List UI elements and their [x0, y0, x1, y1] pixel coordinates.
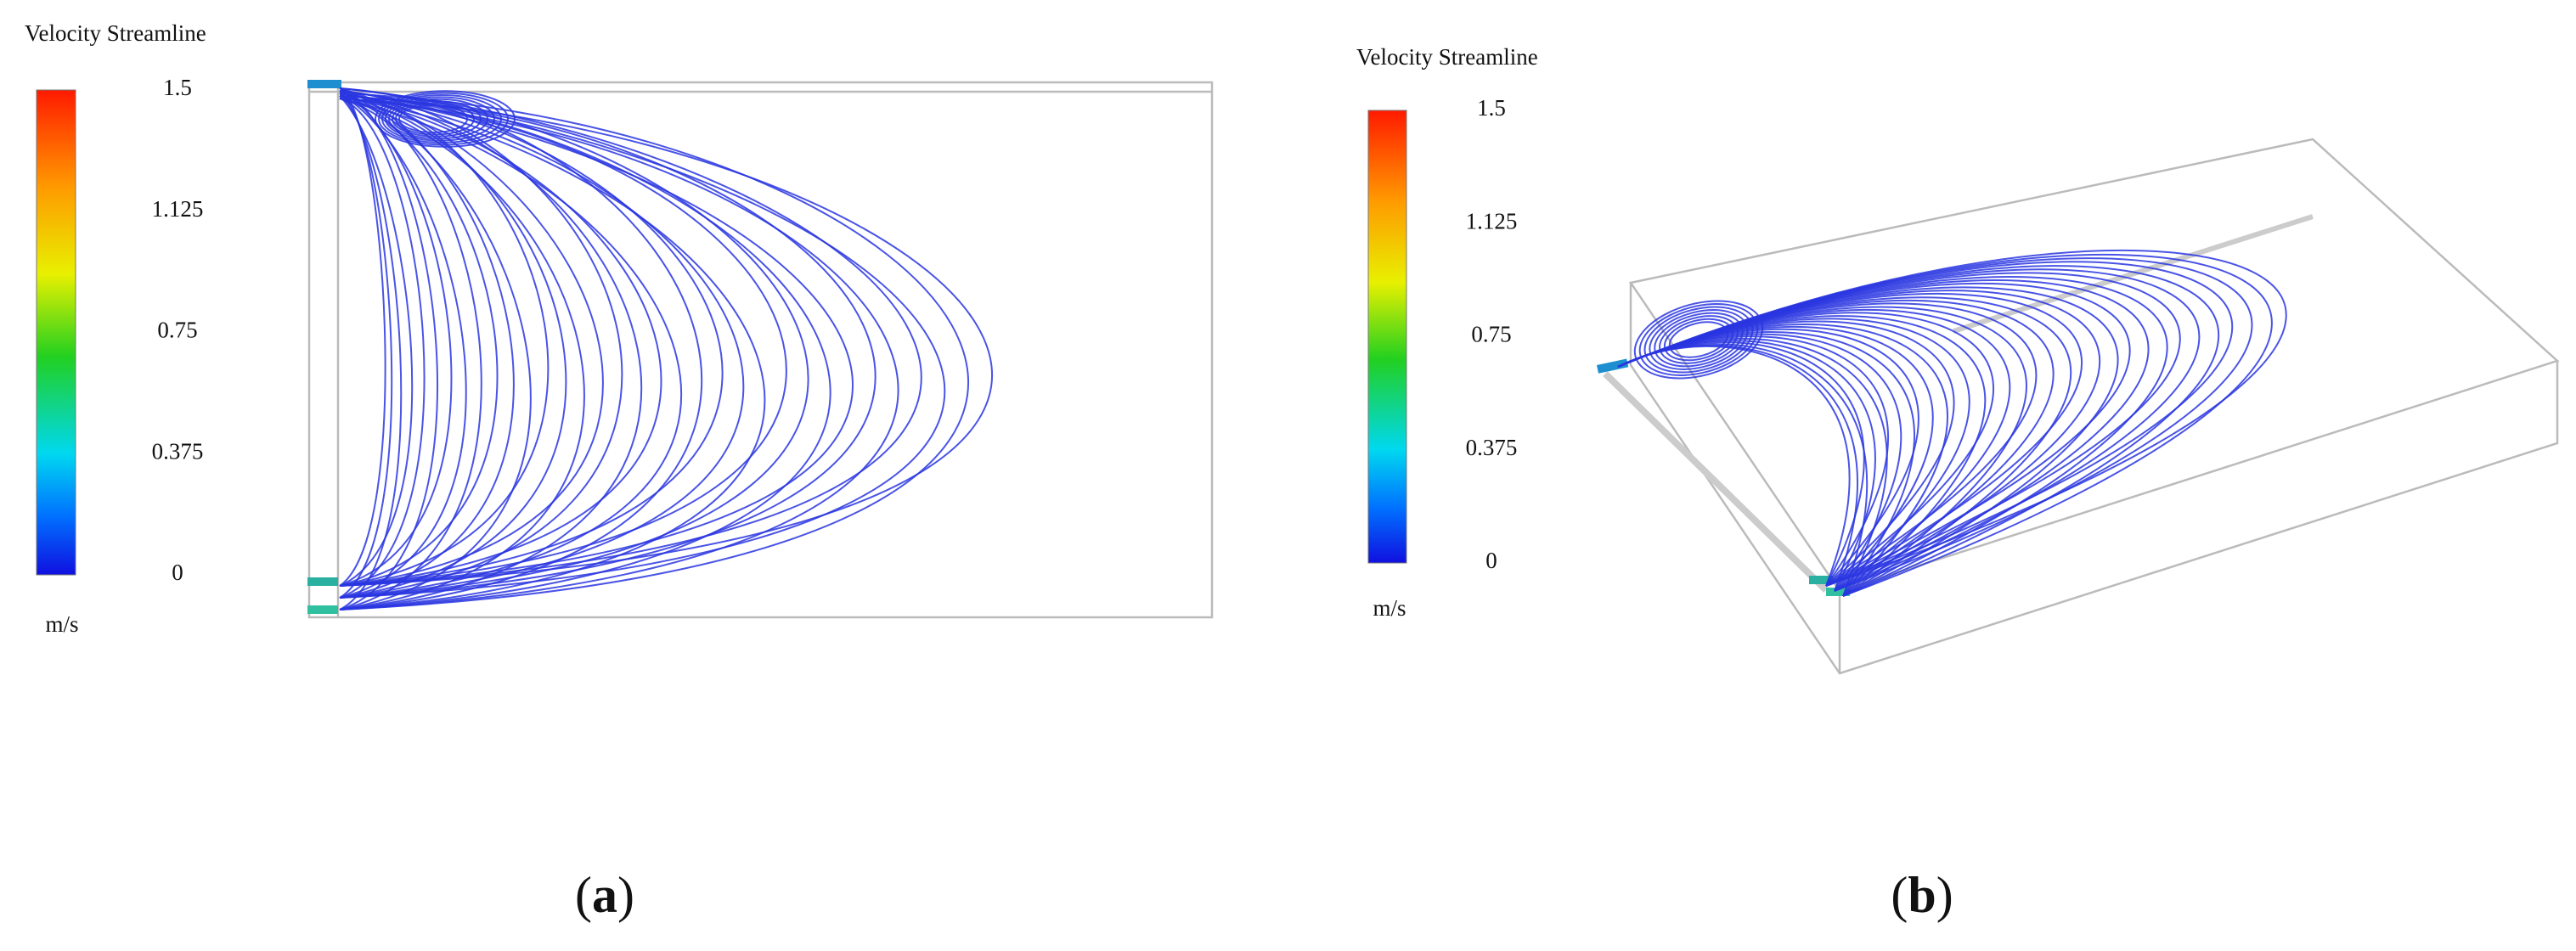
panel-label: (b) [1891, 867, 1953, 923]
vortex [1659, 315, 1739, 364]
streamline [339, 98, 683, 599]
streamline [339, 87, 515, 599]
colorbar-tick-label: 0 [1485, 548, 1497, 573]
streamline [339, 98, 787, 587]
streamline [339, 90, 831, 611]
streamline [339, 98, 899, 611]
streamline [339, 98, 426, 599]
vortex [1638, 303, 1759, 376]
panel-label: (a) [575, 867, 634, 923]
streamline [1617, 345, 1851, 587]
colorbar-tick-label: 1.5 [1477, 95, 1506, 121]
colorbar-tick-label: 1.5 [163, 75, 192, 100]
streamline [339, 90, 393, 599]
streamline [1617, 343, 1869, 597]
streamline [339, 93, 403, 611]
colorbar-tick-label: 0.375 [152, 438, 204, 464]
label-open: ( [575, 867, 592, 923]
streamline [1617, 344, 1858, 592]
colorbar-unit: m/s [1373, 595, 1406, 621]
colorbar-tick-label: 1.125 [152, 196, 204, 222]
vortex [398, 104, 468, 133]
colorbar-title: Velocity Streamline [1356, 44, 1538, 70]
streamline [1617, 341, 1865, 587]
streamlines [1617, 249, 2287, 597]
vortex [1633, 300, 1764, 380]
streamline [1617, 279, 2150, 592]
streamline [339, 93, 745, 599]
colorbar-tick-label: 0.375 [1466, 435, 1518, 460]
streamline [339, 87, 922, 587]
colorbar [36, 89, 76, 576]
streamline [1617, 306, 2027, 597]
colorbar-tick-label: 0.75 [1471, 322, 1511, 347]
streamline [339, 95, 877, 599]
streamline [339, 90, 724, 587]
streamline [1617, 337, 1888, 597]
vortex [381, 94, 502, 143]
domain-3d [1597, 138, 2560, 675]
colorbar-unit: m/s [45, 611, 78, 637]
colorbar-tick-label: 1.125 [1466, 208, 1518, 234]
streamline [1617, 249, 2287, 587]
vortex [1668, 321, 1729, 358]
vortex [1654, 312, 1744, 368]
streamline [339, 95, 993, 587]
vortex [385, 96, 495, 142]
streamline [339, 95, 766, 611]
streamline [1617, 286, 2119, 597]
streamline [339, 95, 567, 599]
label-open: ( [1891, 867, 1908, 923]
colorbar [1367, 110, 1407, 564]
streamline [339, 93, 550, 587]
colorbar-title: Velocity Streamline [25, 20, 206, 46]
streamline [1617, 331, 1916, 597]
vortex [395, 102, 475, 136]
vortex [392, 100, 482, 138]
streamline [339, 87, 386, 587]
colorbar-tick-label: 0.75 [157, 318, 197, 343]
vortex [1649, 309, 1749, 370]
streamline [339, 95, 414, 587]
vortex [375, 90, 516, 148]
domain-2d [307, 80, 1214, 619]
label-letter: a [592, 867, 617, 923]
colorbar-tick-label: 0 [172, 560, 183, 585]
streamline [339, 93, 969, 611]
label-letter: b [1908, 867, 1936, 923]
label-close: ) [617, 867, 634, 923]
vortex [1643, 306, 1754, 374]
streamline [339, 93, 854, 587]
streamline [339, 90, 946, 599]
streamlines [339, 87, 993, 611]
streamline [339, 87, 703, 611]
vortex [1663, 318, 1734, 362]
vortex [388, 98, 488, 140]
label-close: ) [1936, 867, 1953, 923]
vortex [378, 92, 509, 146]
